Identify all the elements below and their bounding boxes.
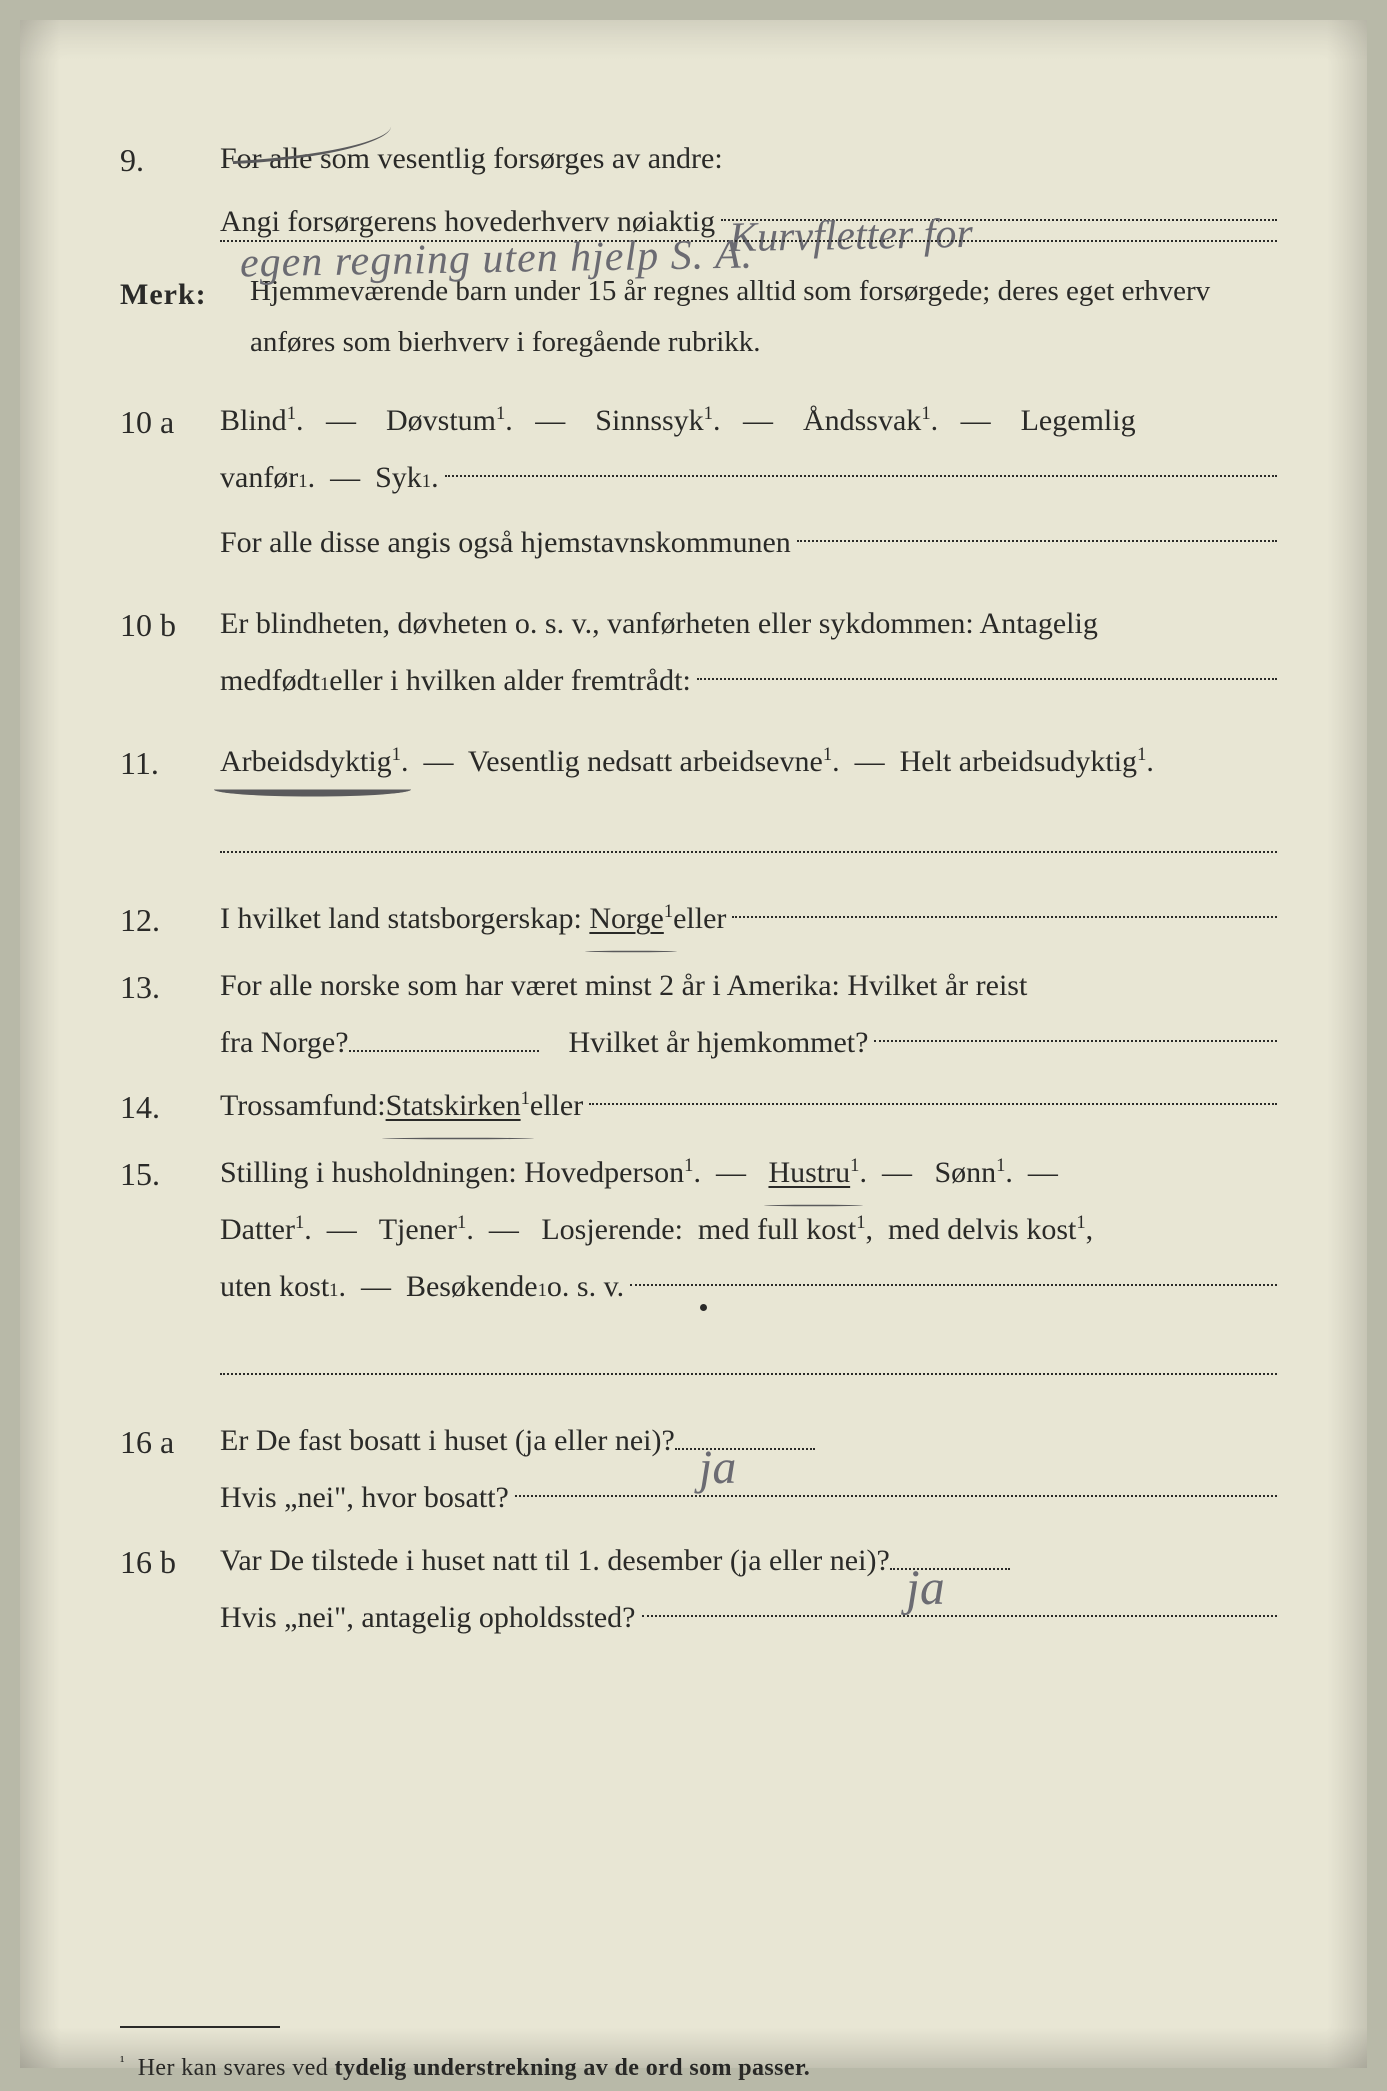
q14-after: eller <box>530 1077 583 1134</box>
q10b-fill <box>697 678 1277 680</box>
q13-fill-1 <box>349 1050 539 1052</box>
q16a: 16 a Er De fast bosatt i huset (ja eller… <box>120 1412 1277 1526</box>
q10a-opt-dovstum: Døvstum <box>386 404 496 437</box>
census-form-page: 9. For alle som vesentlig forsørges av a… <box>20 20 1367 2068</box>
q10a-opt-legemlig: Legemlig <box>1021 404 1136 437</box>
q9-fill-2: egen regning uten hjelp S. A. <box>220 240 1277 242</box>
q10b-medfodt: medfødt <box>220 652 320 709</box>
ink-spot <box>700 1304 707 1311</box>
q16a-number: 16 a <box>120 1412 220 1526</box>
q9-handwriting-2: egen regning uten hjelp S. A. <box>239 216 753 305</box>
q13-hjem: Hvilket år hjemkommet? <box>569 1014 869 1071</box>
q16b-answer-line: ja <box>890 1568 1010 1570</box>
merk-label: Merk: <box>120 266 250 368</box>
q13-line1: For alle norske som har været minst 2 år… <box>220 957 1277 1014</box>
q14-fill <box>589 1103 1277 1105</box>
q16a-sub-fill <box>515 1495 1277 1497</box>
q10b-number: 10 b <box>120 595 220 709</box>
q16a-sub: Hvis „nei", hvor bosatt? <box>220 1469 509 1526</box>
q10a-opt-syk: Syk <box>375 449 422 506</box>
q13-fra: fra Norge? <box>220 1014 349 1071</box>
q15-opt-datter: Datter <box>220 1213 295 1246</box>
q16b-sub: Hvis „nei", antagelig opholdssted? <box>220 1589 636 1646</box>
q10a-opt-vanfor: vanfør <box>220 449 298 506</box>
q15-losj-delvis: med delvis kost <box>888 1213 1076 1246</box>
q12-fill <box>732 916 1277 918</box>
q10b-line1: Er blindheten, døvheten o. s. v., vanfør… <box>220 595 1277 652</box>
q15-opt-sonn: Sønn <box>934 1156 996 1189</box>
q9-fill-1: Kurvfletter for <box>721 219 1277 221</box>
q14-label: Trossamfund: <box>220 1077 386 1134</box>
q11-number: 11. <box>120 733 220 794</box>
q14-opt-statskirken: Statskirken1 <box>386 1077 530 1134</box>
q10a: 10 a Blind1. — Døvstum1. — Sinnssyk1. — … <box>120 392 1277 571</box>
q10a-opt-andssvak: Åndssvak <box>803 404 921 437</box>
q16a-answer: ja <box>698 1422 737 1514</box>
q16b-answer: ja <box>905 1540 946 1636</box>
q15-opt-hustru: Hustru1 <box>768 1144 859 1201</box>
q16b-number: 16 b <box>120 1532 220 1646</box>
q13-number: 13. <box>120 957 220 1071</box>
q12-number: 12. <box>120 890 220 951</box>
q13: 13. For alle norske som har været minst … <box>120 957 1277 1071</box>
q15-number: 15. <box>120 1144 220 1315</box>
q10a-fill <box>445 475 1277 477</box>
q11-opt-udyktig: Helt arbeidsudyktig <box>900 745 1137 778</box>
q16a-answer-line: ja <box>675 1448 815 1450</box>
q14-number: 14. <box>120 1077 220 1138</box>
q15-osv: o. s. v. <box>547 1258 624 1315</box>
q15-label: Stilling i husholdningen: <box>220 1156 524 1189</box>
q15-losj-label: Losjerende: <box>541 1213 683 1246</box>
footnote: ¹ Her kan svares ved tydelig understrekn… <box>120 2046 1277 2091</box>
q15-underline <box>220 1321 1277 1375</box>
q12-text: I hvilket land statsborgerskap: <box>220 890 582 947</box>
q10a-opt-sinnssyk: Sinnssyk <box>595 404 703 437</box>
q15-losj-full: med full kost <box>698 1213 856 1246</box>
q10a-number: 10 a <box>120 392 220 571</box>
q16b: 16 b Var De tilstede i huset natt til 1.… <box>120 1532 1277 1646</box>
q10b: 10 b Er blindheten, døvheten o. s. v., v… <box>120 595 1277 709</box>
q15: 15. Stilling i husholdningen: Hovedperso… <box>120 1144 1277 1315</box>
q16b-q: Var De tilstede i huset natt til 1. dese… <box>220 1532 890 1589</box>
q11-opt-nedsatt: Vesentlig nedsatt arbeidsevne <box>468 745 823 778</box>
q15-fill <box>630 1284 1277 1286</box>
q12-opt-norge: Norge1 <box>589 890 673 947</box>
q15-opt-tjener: Tjener <box>379 1213 457 1246</box>
q9: 9. For alle som vesentlig forsørges av a… <box>120 130 1277 252</box>
q11: 11. Arbeidsdyktig1. — Vesentlig nedsatt … <box>120 733 1277 794</box>
q12: 12. I hvilket land statsborgerskap: Norg… <box>120 890 1277 951</box>
q15-opt-hovedperson: Hovedperson <box>524 1156 684 1189</box>
q9-handwriting-1: Kurvfletter for <box>728 195 973 279</box>
footnote-rule <box>120 2026 280 2028</box>
q13-fill-2 <box>874 1040 1277 1042</box>
footnote-text-b: tydelig understrekning av de ord som pas… <box>335 2055 811 2081</box>
footnote-text-a: Her kan svares ved <box>138 2055 335 2081</box>
q15-besokende: Besøkende <box>406 1258 538 1315</box>
q15-uten-kost: uten kost <box>220 1258 329 1315</box>
q12-after: eller <box>673 890 726 947</box>
q9-number: 9. <box>120 130 220 252</box>
q10b-eller: eller i hvilken alder fremtrådt: <box>329 652 691 709</box>
q10a-line3: For alle disse angis også hjemstavnskomm… <box>220 514 791 571</box>
q11-opt-arbeidsdyktig: Arbeidsdyktig1 <box>220 733 401 790</box>
q10a-fill-2 <box>797 540 1277 542</box>
q10a-opt-blind: Blind <box>220 404 287 437</box>
q16a-q: Er De fast bosatt i huset (ja eller nei)… <box>220 1412 675 1469</box>
q14: 14. Trossamfund: Statskirken1 eller <box>120 1077 1277 1138</box>
q16b-sub-fill <box>642 1615 1278 1617</box>
footnote-marker: ¹ <box>120 2054 125 2070</box>
q11-underline <box>220 799 1277 853</box>
merk-text-b: anføres som bierhverv i foregående rubri… <box>250 326 761 358</box>
